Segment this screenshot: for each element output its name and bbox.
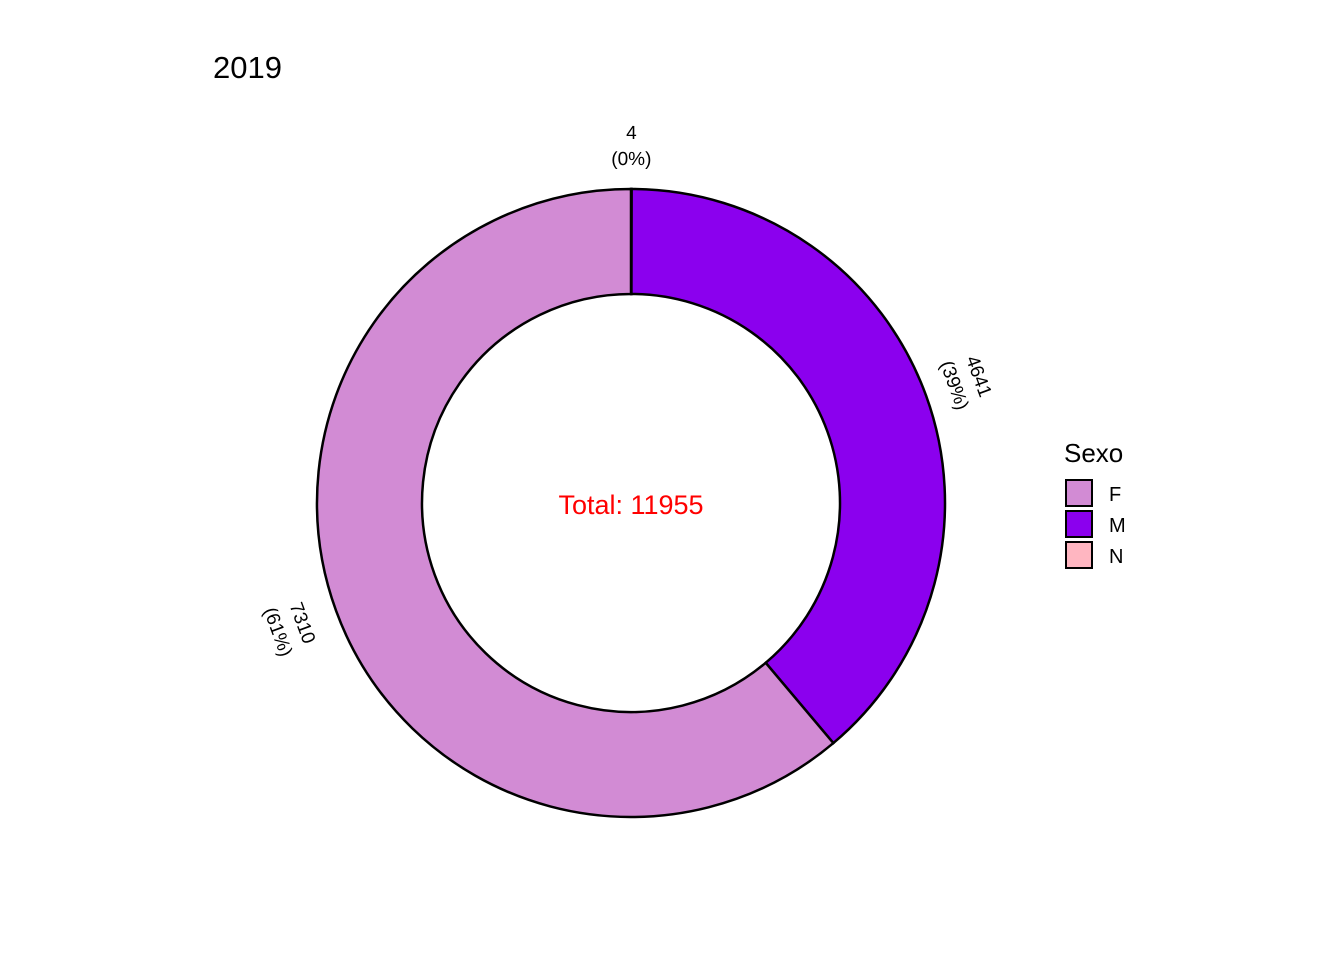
legend: Sexo FMN [1064, 438, 1126, 569]
legend-label-f: F [1109, 484, 1121, 506]
legend-swatch-m [1065, 510, 1093, 538]
slice-percent-label: (0%) [611, 149, 651, 170]
slice-label-m: 4641(39%) [935, 353, 995, 413]
slice-label-n: 4 (0%) [611, 123, 651, 170]
legend-swatch-n [1065, 541, 1093, 569]
legend-title: Sexo [1064, 438, 1123, 468]
chart-title: 2019 [213, 50, 282, 85]
slice-value-label: 4 [626, 123, 637, 144]
legend-items: FMN [1065, 479, 1126, 569]
center-total-label: Total: 11955 [558, 490, 703, 520]
slice-f [315, 187, 836, 819]
legend-swatch-f [1065, 479, 1093, 507]
legend-label-m: M [1109, 515, 1126, 537]
donut-slices [315, 187, 947, 819]
legend-label-n: N [1109, 546, 1123, 568]
slice-m [630, 187, 947, 745]
slice-label-f: 7310(61%) [259, 600, 319, 660]
